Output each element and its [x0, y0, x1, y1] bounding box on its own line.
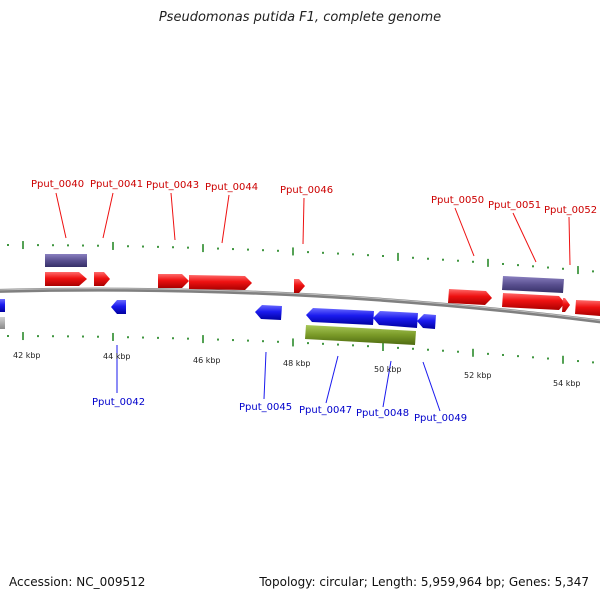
scale-label-50: 50 kbp — [374, 365, 402, 374]
accession-text: Accession: NC_009512 — [9, 575, 146, 589]
label-pput-0047[interactable]: Pput_0047 — [299, 405, 352, 416]
label-pput-0051[interactable]: Pput_0051 — [488, 200, 541, 211]
map-title: Pseudomonas putida F1, complete genome — [158, 10, 442, 25]
gray-feature — [0, 317, 5, 329]
label-pput-0042[interactable]: Pput_0042 — [92, 397, 145, 408]
scale-label-42: 42 kbp — [13, 351, 41, 360]
gene-pput-0052[interactable] — [575, 300, 600, 316]
olive-feature — [305, 325, 416, 345]
gene-pput-0045[interactable] — [255, 305, 282, 320]
gene-pput-0051b[interactable] — [562, 298, 570, 312]
gene-pput-0047[interactable] — [306, 308, 374, 325]
gene-pput-0049[interactable] — [417, 314, 436, 329]
label-pput-0045[interactable]: Pput_0045 — [239, 402, 292, 413]
gene-pput-0046[interactable] — [294, 279, 305, 293]
label-pput-0049[interactable]: Pput_0049 — [414, 413, 467, 424]
label-pput-0041[interactable]: Pput_0041 — [90, 179, 143, 190]
genome-backbone — [0, 287, 600, 324]
label-pput-0052[interactable]: Pput_0052 — [544, 205, 597, 216]
genome-summary-text: Topology: circular; Length: 5,959,964 bp… — [259, 575, 589, 589]
reverse-labels: Pput_0042 Pput_0045 Pput_0047 Pput_0048 … — [92, 397, 467, 424]
reverse-tick-row — [7, 332, 594, 364]
scale-label-52: 52 kbp — [464, 371, 492, 380]
label-pput-0048[interactable]: Pput_0048 — [356, 408, 409, 419]
scale-label-44: 44 kbp — [103, 352, 131, 361]
forward-tick-row — [7, 241, 594, 275]
gene-left-edge[interactable] — [0, 299, 5, 312]
scale-label-46: 46 kbp — [193, 356, 221, 365]
label-pput-0044[interactable]: Pput_0044 — [205, 182, 258, 193]
scale-labels: 42 kbp 44 kbp 46 kbp 48 kbp 50 kbp 52 kb… — [13, 351, 581, 388]
genome-backbone-highlight — [0, 288, 600, 321]
gene-pput-0041[interactable] — [94, 272, 110, 286]
label-pput-0046[interactable]: Pput_0046 — [280, 185, 333, 196]
scale-label-54: 54 kbp — [553, 379, 581, 388]
reverse-leader-lines — [116, 345, 441, 412]
purple-feature — [45, 254, 87, 267]
label-pput-0043[interactable]: Pput_0043 — [146, 180, 199, 191]
label-pput-0050[interactable]: Pput_0050 — [431, 195, 484, 206]
forward-labels: Pput_0040 Pput_0041 Pput_0043 Pput_0044 … — [31, 179, 597, 216]
gene-pput-0051[interactable] — [502, 293, 565, 310]
purple-feature — [502, 276, 564, 293]
gene-pput-0050[interactable] — [448, 289, 492, 305]
scale-label-48: 48 kbp — [283, 359, 311, 368]
gene-pput-0048[interactable] — [373, 311, 418, 328]
forward-leader-lines — [55, 192, 571, 266]
gene-pput-0043[interactable] — [158, 274, 189, 288]
gene-pput-0042[interactable] — [111, 300, 126, 314]
label-pput-0040[interactable]: Pput_0040 — [31, 179, 84, 190]
gene-pput-0044[interactable] — [189, 275, 252, 290]
gene-pput-0040[interactable] — [45, 272, 87, 286]
